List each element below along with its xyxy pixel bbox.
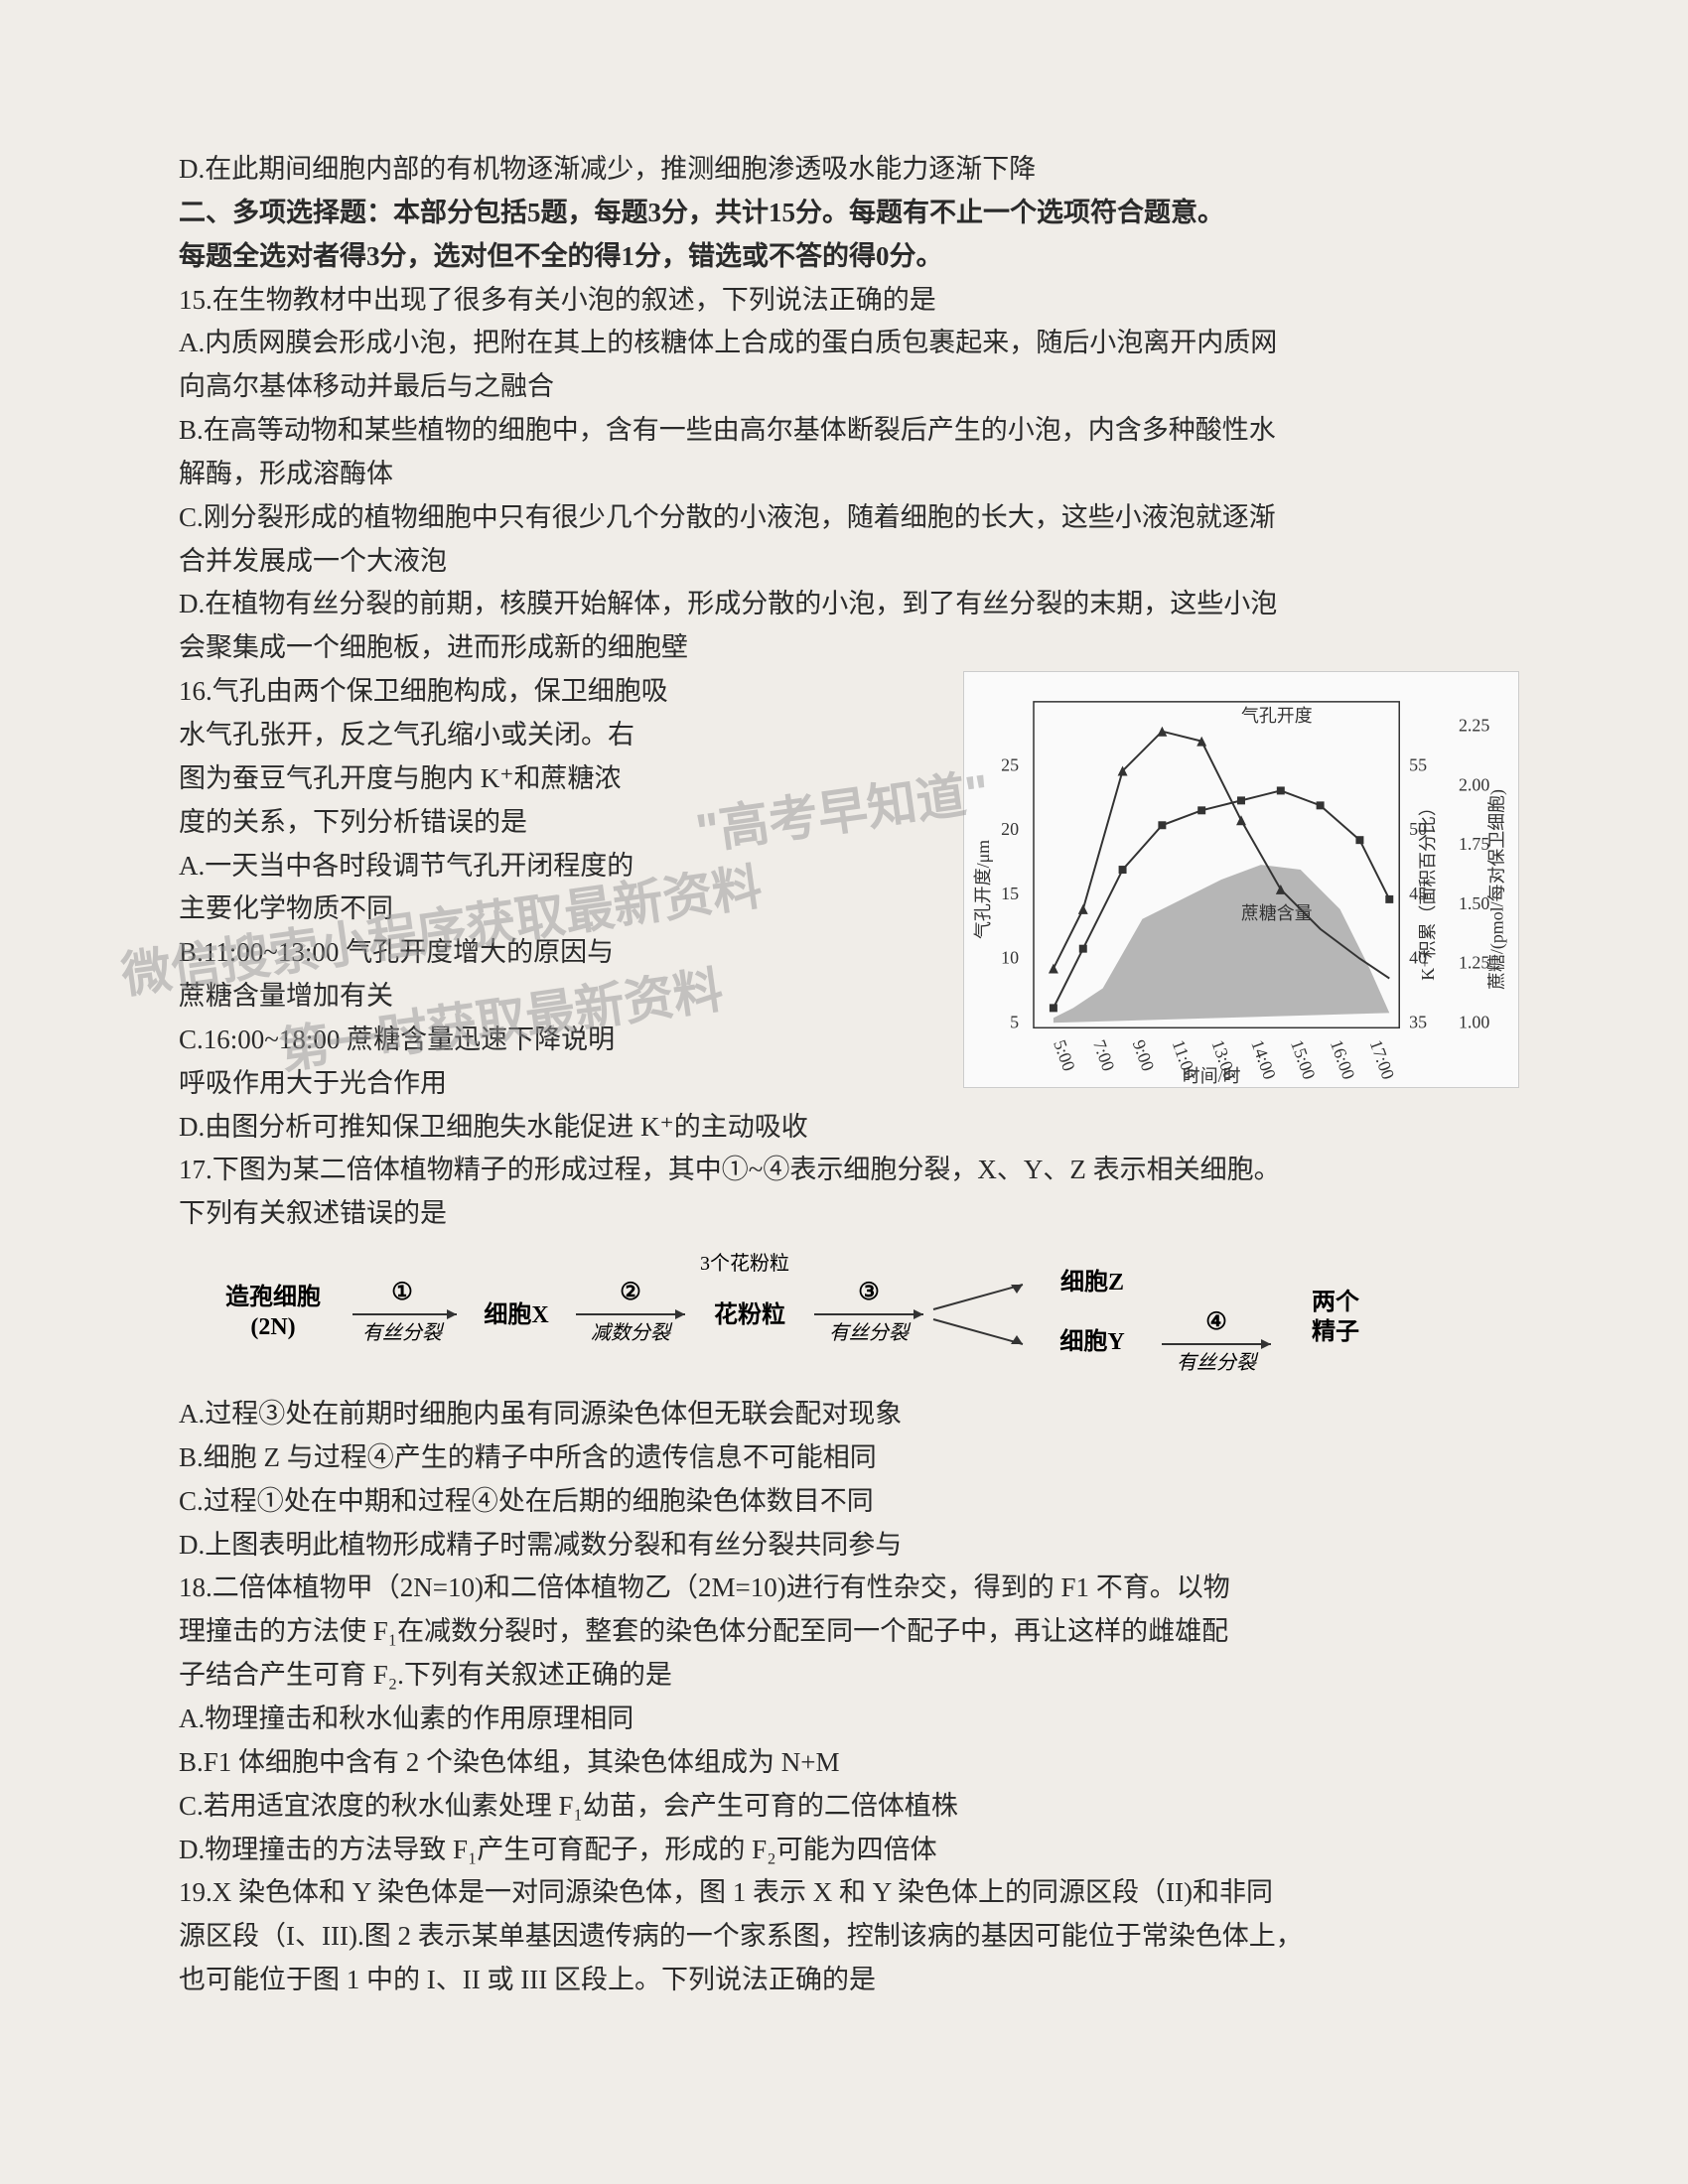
svg-text:②: ② bbox=[620, 1280, 641, 1305]
svg-text:①: ① bbox=[391, 1280, 413, 1305]
q15-d1: D.在植物有丝分裂的前期，核膜开始解体，形成分散的小泡，到了有丝分裂的末期，这些… bbox=[179, 584, 1509, 625]
q17-b: B.细胞 Z 与过程④产生的精子中所含的遗传信息不可能相同 bbox=[179, 1437, 1509, 1479]
svg-text:③: ③ bbox=[858, 1280, 880, 1305]
q18-b: B.F1 体细胞中含有 2 个染色体组，其染色体组成为 N+M bbox=[179, 1742, 1509, 1784]
q18-s2: 理撞击的方法使 F₁在减数分裂时，整套的染色体分配至同一个配子中，再让这样的雌雄… bbox=[179, 1611, 1509, 1653]
svg-text:15: 15 bbox=[1001, 884, 1019, 903]
q15-a2: 向高尔基体移动并最后与之融合 bbox=[179, 366, 1509, 408]
svg-text:减数分裂: 减数分裂 bbox=[591, 1322, 673, 1344]
q17-a: A.过程③处在前期时细胞内虽有同源染色体但无联会配对现象 bbox=[179, 1394, 1509, 1435]
svg-text:有丝分裂: 有丝分裂 bbox=[829, 1322, 912, 1344]
q15-a1: A.内质网膜会形成小泡，把附在其上的核糖体上合成的蛋白质包裹起来，随后小泡离开内… bbox=[179, 323, 1509, 364]
q17-d: D.上图表明此植物形成精子时需减数分裂和有丝分裂共同参与 bbox=[179, 1525, 1509, 1567]
svg-text:细胞X: 细胞X bbox=[484, 1300, 549, 1328]
q19-s3: 也可能位于图 1 中的 I、II 或 III 区段上。下列说法正确的是 bbox=[179, 1960, 1509, 2001]
svg-text:1.25: 1.25 bbox=[1459, 953, 1489, 973]
svg-text:有丝分裂: 有丝分裂 bbox=[362, 1322, 445, 1344]
q19-s2: 源区段（I、III).图 2 表示某单基因遗传病的一个家系图，控制该病的基因可能… bbox=[179, 1916, 1509, 1958]
q16-d: D.由图分析可推知保卫细胞失水能促进 K⁺的主动吸收 bbox=[179, 1107, 1509, 1149]
document-content: D.在此期间细胞内部的有机物逐渐减少，推测细胞渗透吸水能力逐渐下降 二、多项选择… bbox=[179, 149, 1509, 2001]
q17-s1: 17.下图为某二倍体植物精子的形成过程，其中①~④表示细胞分裂，X、Y、Z 表示… bbox=[179, 1150, 1509, 1191]
svg-text:2.25: 2.25 bbox=[1459, 716, 1489, 736]
svg-text:17:00: 17:00 bbox=[1366, 1037, 1399, 1082]
svg-text:④: ④ bbox=[1205, 1309, 1227, 1335]
q16-s2: 水气孔张开，反之气孔缩小或关闭。右 bbox=[179, 715, 904, 756]
svg-text:1.00: 1.00 bbox=[1459, 1012, 1489, 1031]
svg-text:1.75: 1.75 bbox=[1459, 834, 1489, 854]
q15-c2: 合并发展成一个大液泡 bbox=[179, 541, 1509, 583]
svg-text:10: 10 bbox=[1001, 948, 1019, 968]
svg-text:造孢细胞: 造孢细胞 bbox=[225, 1283, 321, 1310]
q17-s2: 下列有关叙述错误的是 bbox=[179, 1193, 1509, 1235]
svg-text:25: 25 bbox=[1001, 755, 1019, 775]
svg-text:55: 55 bbox=[1409, 755, 1427, 775]
svg-text:7:00: 7:00 bbox=[1089, 1037, 1119, 1074]
svg-text:14:00: 14:00 bbox=[1247, 1037, 1280, 1082]
svg-text:花粉粒: 花粉粒 bbox=[714, 1300, 785, 1328]
option-d-prev: D.在此期间细胞内部的有机物逐渐减少，推测细胞渗透吸水能力逐渐下降 bbox=[179, 149, 1509, 191]
q18-s3: 子结合产生可育 F₂.下列有关叙述正确的是 bbox=[179, 1655, 1509, 1697]
svg-text:3个花粉粒: 3个花粉粒 bbox=[700, 1252, 789, 1275]
q17-c: C.过程①处在中期和过程④处在后期的细胞染色体数目不同 bbox=[179, 1481, 1509, 1523]
legend-kaidu: 气孔开度 bbox=[1241, 706, 1313, 726]
q18-s1: 18.二倍体植物甲（2N=10)和二倍体植物乙（2M=10)进行有性杂交，得到的… bbox=[179, 1568, 1509, 1609]
svg-text:细胞Y: 细胞Y bbox=[1059, 1327, 1124, 1355]
svg-text:有丝分裂: 有丝分裂 bbox=[1177, 1352, 1259, 1374]
q15-c1: C.刚分裂形成的植物细胞中只有很少几个分散的小液泡，随着细胞的长大，这些小液泡就… bbox=[179, 497, 1509, 539]
ylabel-left: 气孔开度/μm bbox=[973, 840, 993, 939]
svg-text:2.00: 2.00 bbox=[1459, 775, 1489, 795]
svg-text:16:00: 16:00 bbox=[1327, 1037, 1359, 1082]
section-header-2: 每题全选对者得3分，选对但不全的得1分，错选或不答的得0分。 bbox=[179, 236, 1509, 278]
svg-text:45: 45 bbox=[1409, 884, 1427, 903]
diagram-q17: 造孢细胞 (2N) ① 有丝分裂 细胞X ② 减数分裂 3个花粉粒 花粉粒 ③ … bbox=[179, 1245, 1509, 1384]
svg-text:11:00: 11:00 bbox=[1169, 1037, 1201, 1082]
chart-q16: 气孔开度 蔗糖含量 气孔开度/μm K⁺积累（面积百分比） 蔗糖/(pmol/每… bbox=[963, 671, 1519, 1088]
q15-d2: 会聚集成一个细胞板，进而形成新的细胞壁 bbox=[179, 627, 1509, 669]
legend-tang: 蔗糖含量 bbox=[1241, 903, 1313, 923]
svg-text:(2N): (2N) bbox=[250, 1314, 295, 1340]
q15-b2: 解酶，形成溶酶体 bbox=[179, 454, 1509, 495]
svg-text:5: 5 bbox=[1010, 1012, 1019, 1031]
section-header-1: 二、多项选择题：本部分包括5题，每题3分，共计15分。每题有不止一个选项符合题意… bbox=[179, 193, 1509, 234]
q18-a: A.物理撞击和秋水仙素的作用原理相同 bbox=[179, 1699, 1509, 1740]
svg-text:两个: 两个 bbox=[1312, 1289, 1360, 1315]
q15-b1: B.在高等动物和某些植物的细胞中，含有一些由高尔基体断裂后产生的小泡，内含多种酸… bbox=[179, 410, 1509, 452]
svg-text:40: 40 bbox=[1409, 948, 1427, 968]
q18-d: D.物理撞击的方法导致 F₁产生可育配子，形成的 F₂可能为四倍体 bbox=[179, 1830, 1509, 1871]
svg-text:精子: 精子 bbox=[1312, 1318, 1359, 1345]
q15-stem: 15.在生物教材中出现了很多有关小泡的叙述，下列说法正确的是 bbox=[179, 280, 1509, 322]
svg-text:1.50: 1.50 bbox=[1459, 893, 1489, 913]
svg-text:50: 50 bbox=[1409, 819, 1427, 839]
svg-text:35: 35 bbox=[1409, 1012, 1427, 1031]
q18-c: C.若用适宜浓度的秋水仙素处理 F₁幼苗，会产生可育的二倍体植株 bbox=[179, 1786, 1509, 1828]
q16-s1: 16.气孔由两个保卫细胞构成，保卫细胞吸 bbox=[179, 671, 904, 713]
ylabel-r2: 蔗糖/(pmol/每对保卫细胞) bbox=[1487, 789, 1508, 990]
svg-text:20: 20 bbox=[1001, 819, 1019, 839]
svg-text:细胞Z: 细胞Z bbox=[1060, 1268, 1124, 1296]
svg-text:15:00: 15:00 bbox=[1287, 1037, 1320, 1082]
q19-s1: 19.X 染色体和 Y 染色体是一对同源染色体，图 1 表示 X 和 Y 染色体… bbox=[179, 1872, 1509, 1914]
svg-text:5:00: 5:00 bbox=[1050, 1037, 1079, 1074]
svg-text:9:00: 9:00 bbox=[1129, 1037, 1159, 1074]
